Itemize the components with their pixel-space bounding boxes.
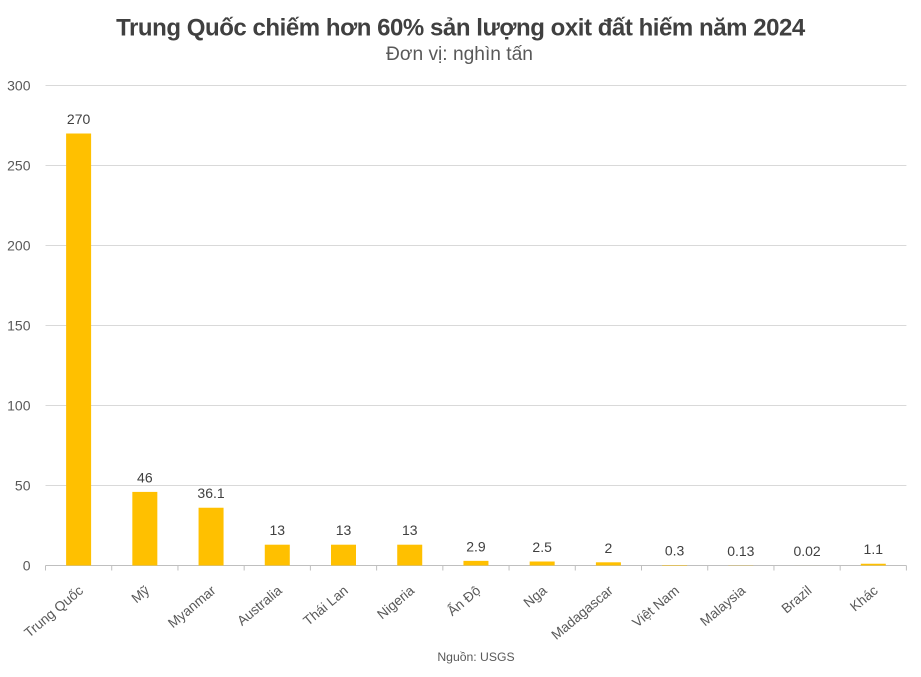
- svg-text:0.3: 0.3: [665, 543, 685, 559]
- svg-text:300: 300: [7, 78, 31, 94]
- svg-text:Đơn vị: nghìn tấn: Đơn vị: nghìn tấn: [386, 44, 533, 65]
- svg-text:100: 100: [7, 398, 31, 414]
- svg-text:0: 0: [23, 558, 31, 574]
- svg-text:2.5: 2.5: [532, 539, 552, 555]
- svg-text:2.9: 2.9: [466, 538, 486, 554]
- svg-text:270: 270: [67, 111, 91, 127]
- svg-text:36.1: 36.1: [197, 485, 224, 501]
- svg-text:Trung Quốc chiếm hơn 60% sản l: Trung Quốc chiếm hơn 60% sản lượng oxit …: [116, 15, 806, 42]
- svg-text:13: 13: [402, 522, 418, 538]
- svg-text:13: 13: [269, 522, 285, 538]
- svg-text:0.13: 0.13: [727, 543, 754, 559]
- svg-text:13: 13: [336, 522, 352, 538]
- svg-text:Nguồn: USGS: Nguồn: USGS: [437, 650, 514, 664]
- svg-text:50: 50: [15, 478, 31, 494]
- svg-text:150: 150: [7, 318, 31, 334]
- svg-text:0.02: 0.02: [793, 543, 820, 559]
- svg-text:1.1: 1.1: [864, 541, 884, 557]
- svg-text:2: 2: [605, 540, 613, 556]
- svg-text:200: 200: [7, 238, 31, 254]
- svg-text:250: 250: [7, 158, 31, 174]
- svg-text:46: 46: [137, 469, 153, 485]
